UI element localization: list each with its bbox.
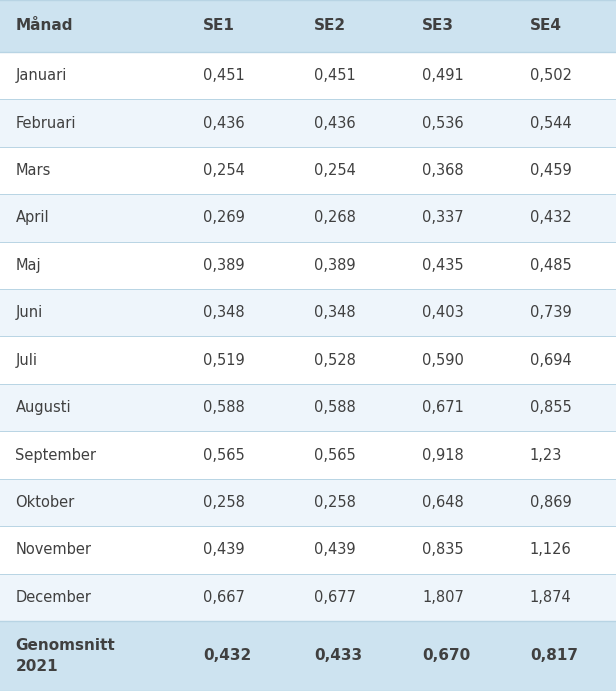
Text: 0,439: 0,439 <box>203 542 245 558</box>
Text: 0,491: 0,491 <box>422 68 464 83</box>
Text: 0,451: 0,451 <box>314 68 356 83</box>
Bar <box>0 337 616 384</box>
Text: 0,694: 0,694 <box>530 352 572 368</box>
Text: 0,817: 0,817 <box>530 648 578 663</box>
Text: 0,439: 0,439 <box>314 542 356 558</box>
Bar <box>0 479 616 526</box>
Text: 0,565: 0,565 <box>203 448 245 462</box>
Bar <box>0 100 616 146</box>
Bar <box>0 621 616 691</box>
Bar <box>0 384 616 431</box>
Text: Augusti: Augusti <box>15 400 71 415</box>
Text: 0,835: 0,835 <box>422 542 464 558</box>
Bar <box>0 289 616 337</box>
Text: 0,918: 0,918 <box>422 448 464 462</box>
Text: 0,739: 0,739 <box>530 305 572 321</box>
Bar <box>0 52 616 100</box>
Bar <box>0 526 616 574</box>
Bar <box>0 146 616 194</box>
Text: November: November <box>15 542 91 558</box>
Text: 0,269: 0,269 <box>203 211 245 225</box>
Text: 0,544: 0,544 <box>530 115 572 131</box>
Bar <box>0 0 616 52</box>
Bar <box>0 194 616 242</box>
Text: 0,258: 0,258 <box>314 495 356 510</box>
Text: 1,807: 1,807 <box>422 590 464 605</box>
Text: 0,254: 0,254 <box>203 163 245 178</box>
Text: December: December <box>15 590 91 605</box>
Text: Oktober: Oktober <box>15 495 75 510</box>
Text: 0,855: 0,855 <box>530 400 572 415</box>
Text: 0,432: 0,432 <box>203 648 251 663</box>
Text: April: April <box>15 211 49 225</box>
Text: 1,874: 1,874 <box>530 590 572 605</box>
Text: 0,348: 0,348 <box>314 305 356 321</box>
Text: 0,502: 0,502 <box>530 68 572 83</box>
Text: SE3: SE3 <box>422 19 454 33</box>
Text: 0,667: 0,667 <box>203 590 245 605</box>
Text: 0,435: 0,435 <box>422 258 464 273</box>
Text: Juni: Juni <box>15 305 43 321</box>
Text: 0,519: 0,519 <box>203 352 245 368</box>
Text: 0,432: 0,432 <box>530 211 572 225</box>
Text: 0,389: 0,389 <box>203 258 245 273</box>
Text: 0,403: 0,403 <box>422 305 464 321</box>
Text: 0,565: 0,565 <box>314 448 356 462</box>
Text: Månad: Månad <box>15 19 73 33</box>
Text: 0,869: 0,869 <box>530 495 572 510</box>
Bar <box>0 242 616 289</box>
Text: Maj: Maj <box>15 258 41 273</box>
Text: Juli: Juli <box>15 352 38 368</box>
Text: 0,536: 0,536 <box>422 115 464 131</box>
Text: 0,670: 0,670 <box>422 648 470 663</box>
Text: 0,337: 0,337 <box>422 211 464 225</box>
Text: 0,485: 0,485 <box>530 258 572 273</box>
Text: 0,436: 0,436 <box>314 115 356 131</box>
Text: 0,459: 0,459 <box>530 163 572 178</box>
Text: SE1: SE1 <box>203 19 235 33</box>
Text: 1,126: 1,126 <box>530 542 572 558</box>
Text: 1,23: 1,23 <box>530 448 562 462</box>
Text: 0,528: 0,528 <box>314 352 356 368</box>
Text: 0,590: 0,590 <box>422 352 464 368</box>
Text: Mars: Mars <box>15 163 51 178</box>
Text: September: September <box>15 448 96 462</box>
Text: 0,389: 0,389 <box>314 258 356 273</box>
Bar <box>0 574 616 621</box>
Text: Genomsnitt
2021: Genomsnitt 2021 <box>15 638 115 674</box>
Text: Januari: Januari <box>15 68 67 83</box>
Text: 0,348: 0,348 <box>203 305 245 321</box>
Text: 0,433: 0,433 <box>314 648 362 663</box>
Text: 0,451: 0,451 <box>203 68 245 83</box>
Bar <box>0 431 616 479</box>
Text: 0,677: 0,677 <box>314 590 356 605</box>
Text: SE4: SE4 <box>530 19 562 33</box>
Text: 0,588: 0,588 <box>314 400 356 415</box>
Text: 0,436: 0,436 <box>203 115 245 131</box>
Text: Februari: Februari <box>15 115 76 131</box>
Text: SE2: SE2 <box>314 19 346 33</box>
Text: 0,648: 0,648 <box>422 495 464 510</box>
Text: 0,671: 0,671 <box>422 400 464 415</box>
Text: 0,368: 0,368 <box>422 163 464 178</box>
Text: 0,254: 0,254 <box>314 163 356 178</box>
Text: 0,268: 0,268 <box>314 211 356 225</box>
Text: 0,588: 0,588 <box>203 400 245 415</box>
Text: 0,258: 0,258 <box>203 495 245 510</box>
